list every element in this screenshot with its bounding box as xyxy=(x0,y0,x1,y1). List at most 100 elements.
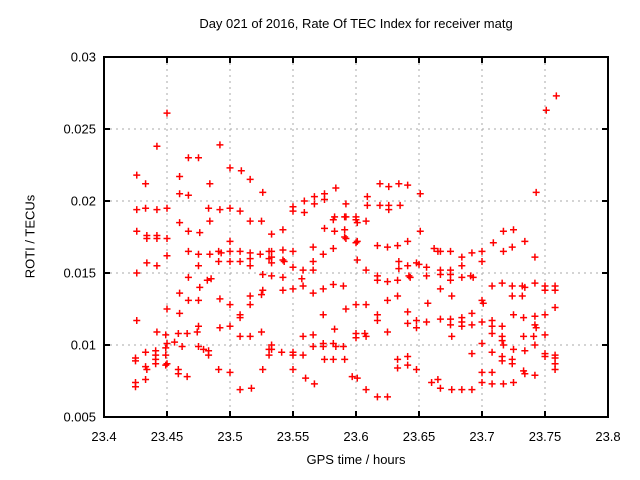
data-point xyxy=(215,365,223,373)
data-point xyxy=(436,270,444,278)
data-point xyxy=(448,386,456,394)
y-tick-label: 0.02 xyxy=(71,194,96,209)
data-point xyxy=(531,253,539,261)
data-point xyxy=(289,365,297,373)
data-point xyxy=(468,249,476,257)
data-point xyxy=(309,266,317,274)
data-point xyxy=(183,329,191,337)
data-point xyxy=(268,230,276,238)
data-point xyxy=(531,312,539,320)
data-point xyxy=(236,386,244,394)
data-point xyxy=(404,361,412,369)
data-point xyxy=(193,328,201,336)
data-point xyxy=(458,253,466,261)
data-point xyxy=(428,378,436,386)
data-point xyxy=(163,252,171,260)
data-point xyxy=(373,242,381,250)
data-point xyxy=(153,206,161,214)
data-point xyxy=(434,376,442,384)
data-point xyxy=(363,201,371,209)
data-point xyxy=(162,351,170,359)
data-point xyxy=(321,196,328,204)
data-point xyxy=(319,285,327,293)
data-point xyxy=(217,249,225,257)
data-point xyxy=(299,351,307,359)
data-point xyxy=(178,342,186,350)
data-point xyxy=(246,262,254,270)
data-point xyxy=(265,351,273,359)
data-point xyxy=(195,296,202,304)
data-point xyxy=(133,317,141,325)
data-point xyxy=(458,273,466,281)
data-point xyxy=(309,331,317,339)
data-point xyxy=(174,370,182,378)
data-point xyxy=(176,173,184,181)
data-point xyxy=(468,350,476,358)
data-point xyxy=(321,355,328,363)
x-tick-label: 23.55 xyxy=(277,429,310,444)
data-point xyxy=(143,234,151,242)
data-point xyxy=(142,376,150,384)
data-point xyxy=(259,270,267,278)
data-point xyxy=(258,291,265,299)
data-point xyxy=(310,380,318,388)
data-point xyxy=(353,374,361,382)
x-tick-label: 23.5 xyxy=(217,429,242,444)
data-point xyxy=(184,296,192,304)
data-point xyxy=(341,355,349,363)
data-point xyxy=(184,154,192,162)
data-point xyxy=(436,315,444,323)
data-point xyxy=(258,328,265,336)
data-point xyxy=(236,332,244,340)
x-tick-label: 23.45 xyxy=(151,429,184,444)
data-point xyxy=(541,353,549,361)
data-point xyxy=(163,234,171,242)
data-point xyxy=(499,380,507,388)
data-point xyxy=(498,357,506,365)
data-point xyxy=(246,217,254,225)
data-point xyxy=(299,332,307,340)
data-point xyxy=(268,345,276,353)
data-point xyxy=(133,206,141,214)
data-point xyxy=(508,282,516,290)
data-point xyxy=(216,206,224,214)
data-point xyxy=(447,276,454,284)
data-point xyxy=(530,332,538,340)
data-point xyxy=(531,279,539,287)
data-point xyxy=(195,322,202,330)
data-point xyxy=(395,257,403,265)
data-point xyxy=(363,193,371,201)
data-point xyxy=(216,141,224,149)
data-point xyxy=(488,329,496,337)
x-tick-label: 23.8 xyxy=(595,429,620,444)
data-point xyxy=(321,224,328,232)
data-point xyxy=(309,289,317,297)
data-point xyxy=(436,384,444,392)
data-point xyxy=(385,206,393,214)
data-point xyxy=(331,227,339,235)
data-point xyxy=(300,197,308,205)
data-point xyxy=(132,357,139,365)
data-point xyxy=(468,321,476,329)
data-point xyxy=(499,227,507,235)
data-point xyxy=(448,292,456,300)
y-tick-label: 0.025 xyxy=(63,122,96,137)
data-point xyxy=(329,245,337,253)
data-point xyxy=(153,234,161,242)
data-point xyxy=(499,247,507,255)
data-point xyxy=(521,237,529,245)
data-point xyxy=(258,217,265,225)
data-point xyxy=(226,257,234,265)
data-point xyxy=(542,106,550,114)
data-point xyxy=(404,308,412,316)
data-point xyxy=(142,180,150,188)
data-point xyxy=(479,299,487,307)
data-point xyxy=(478,378,486,386)
data-point xyxy=(298,275,306,283)
data-point xyxy=(279,226,287,234)
data-point xyxy=(521,283,529,291)
data-point xyxy=(348,373,356,381)
data-point xyxy=(376,201,384,209)
data-point xyxy=(162,361,170,369)
data-point xyxy=(207,275,215,283)
